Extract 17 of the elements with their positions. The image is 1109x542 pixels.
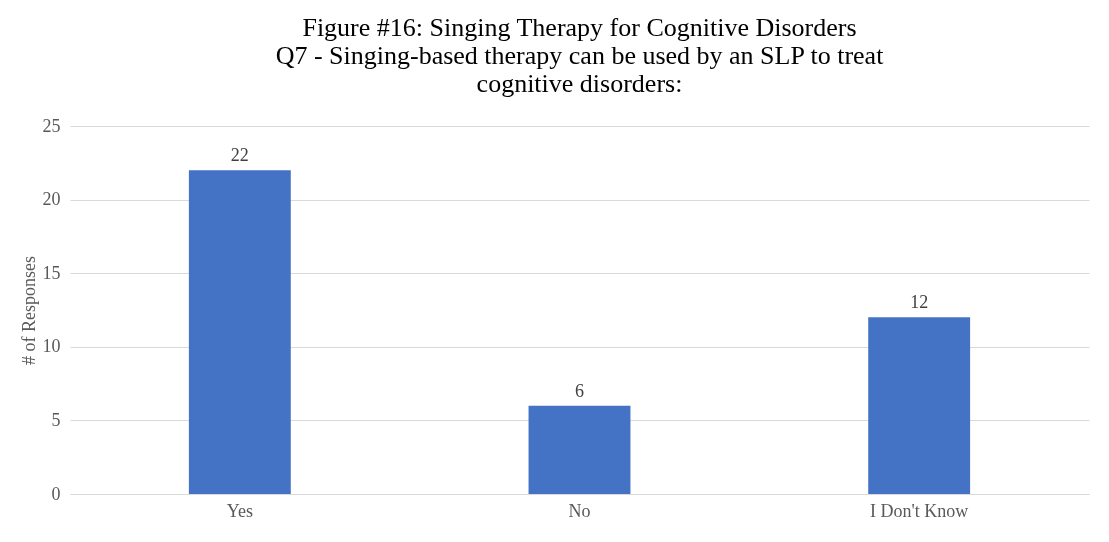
y-tick-label: 0 [51,483,61,504]
y-tick-label: 10 [42,336,61,357]
x-tick-label: No [568,500,591,521]
bar [868,317,971,494]
data-label: 12 [910,292,929,313]
y-tick-label: 5 [51,409,61,430]
data-label: 22 [230,145,249,166]
bar [188,170,291,494]
x-tick-label: Yes [226,500,253,521]
bar [528,405,631,494]
y-axis-title: # of Responses [18,256,39,365]
x-tick-label: I Don't Know [870,500,969,521]
y-tick-label: 20 [42,189,61,210]
data-label: 6 [575,380,584,401]
y-tick-label: 15 [42,262,61,283]
y-tick-label: 25 [42,115,61,136]
chart-title: Figure #16: Singing Therapy for Cognitive Disorders Q7 - Singing-based therapy can be used by an SLP to treat cognitive disorders: [275,13,885,98]
